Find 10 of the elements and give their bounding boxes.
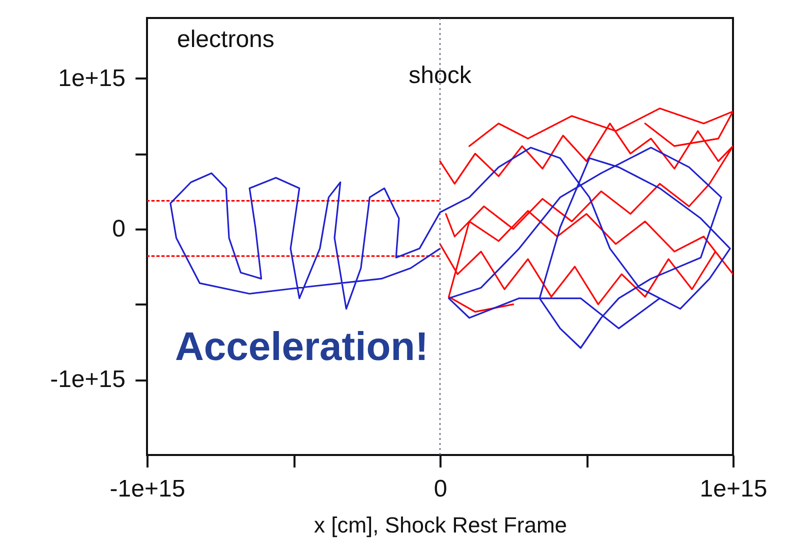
y-tick-label: 0 bbox=[112, 215, 126, 242]
ref-line-label: shock bbox=[408, 62, 472, 89]
annotation: Acceleration! bbox=[175, 325, 428, 369]
x-tick-label: 1e+15 bbox=[700, 476, 768, 502]
x-tick-label: -1e+15 bbox=[110, 476, 186, 502]
annotation: electrons bbox=[177, 26, 274, 53]
y-tick-label: 1e+15 bbox=[58, 64, 126, 92]
x-tick-label: 0 bbox=[434, 476, 448, 502]
x-axis-title: x [cm], Shock Rest Frame bbox=[314, 512, 568, 538]
y-tick-label: -1e+15 bbox=[50, 366, 126, 394]
